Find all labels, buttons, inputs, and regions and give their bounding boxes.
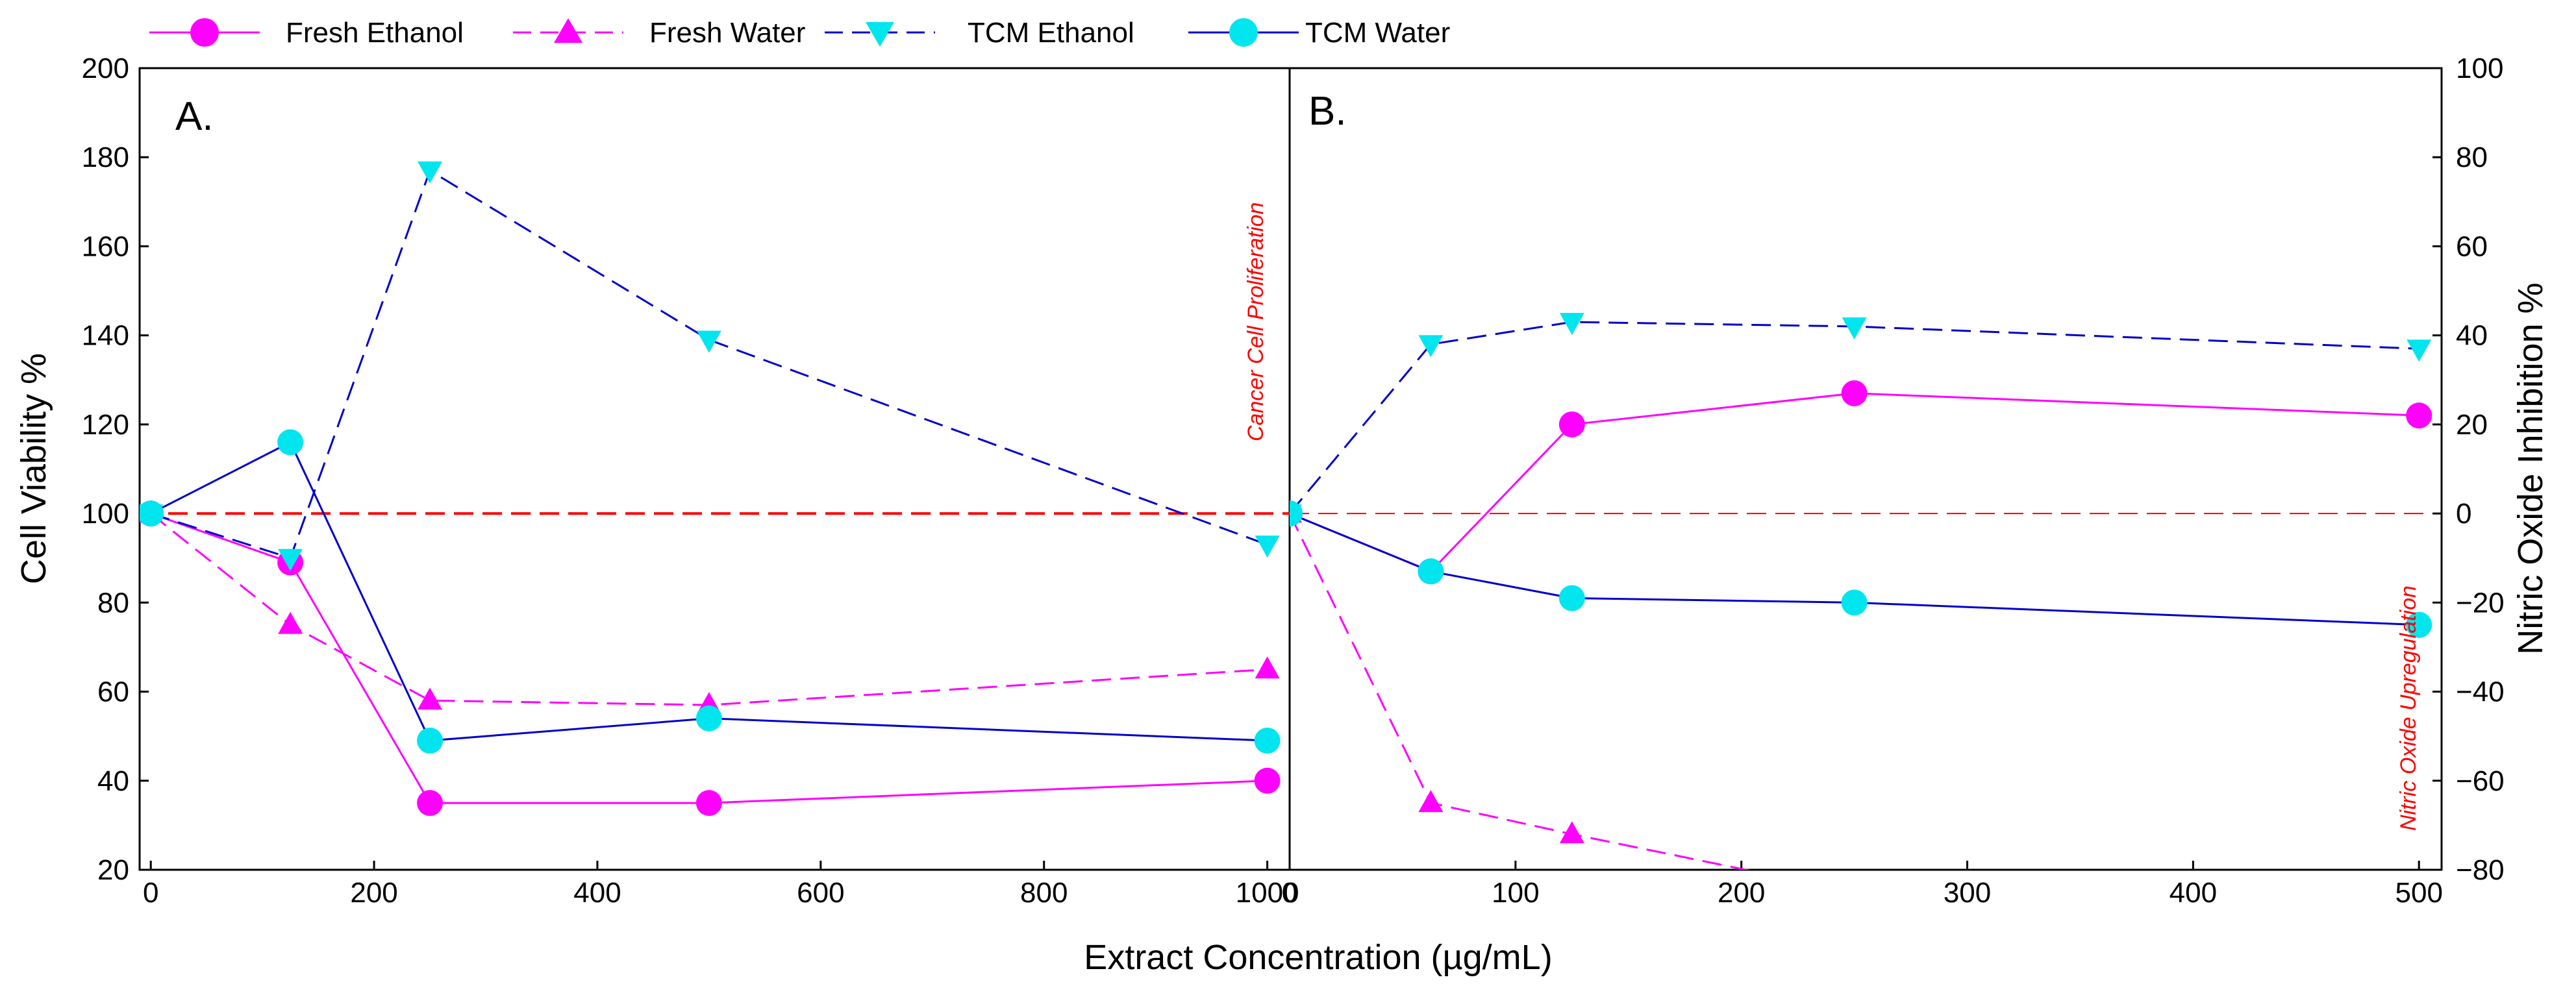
legend-entry-fresh-ethanol: Fresh Ethanol [149, 17, 464, 49]
point-a-fresh-water-2 [418, 687, 443, 710]
x-axis-title: Extract Concentration (µg/mL) [1084, 938, 1552, 977]
legend-entry-fresh-water: Fresh Water [513, 17, 805, 49]
point-a-tcm-water-1 [277, 429, 304, 456]
x-tick-label-a-200: 200 [350, 877, 397, 909]
y-tick-label-left-100: 100 [82, 498, 129, 530]
point-b-fresh-ethanol-2 [1558, 411, 1585, 437]
panel-label-b: B. [1308, 89, 1347, 134]
x-tick-label-a-800: 800 [1020, 877, 1068, 909]
point-a-tcm-water-3 [695, 705, 722, 732]
legend-label-fresh-water: Fresh Water [649, 17, 805, 49]
legend-marker-fresh-water [554, 18, 582, 43]
point-b-fresh-water-4 [2407, 924, 2431, 946]
point-b-tcm-ethanol-3 [1842, 317, 1867, 339]
y-tick-label-left-160: 160 [82, 230, 129, 262]
point-b-fresh-water-2 [1559, 821, 1584, 844]
legend-label-tcm-ethanol: TCM Ethanol [968, 17, 1134, 49]
point-a-fresh-ethanol-3 [695, 790, 722, 817]
y-tick-label-left-180: 180 [82, 142, 129, 173]
point-b-tcm-water-3 [1841, 589, 1868, 616]
legend-marker-fresh-ethanol [190, 18, 219, 47]
point-a-tcm-ethanol-3 [696, 330, 721, 353]
y-tick-label-left-120: 120 [82, 409, 129, 441]
x-tick-label-a-400: 400 [573, 877, 621, 909]
x-tick-label-a-1000: 1000 [1236, 877, 1299, 909]
y-tick-label-right--20: −20 [2456, 587, 2505, 619]
point-b-fresh-water-3 [1842, 879, 1867, 901]
point-a-tcm-ethanol-1 [278, 548, 303, 571]
x-tick-label-b-100: 100 [1492, 877, 1539, 909]
y-tick-label-right-0: 0 [2456, 498, 2471, 530]
legend-marker-tcm-water [1229, 18, 1258, 47]
point-a-tcm-water-4 [1254, 728, 1281, 754]
y-tick-label-left-140: 140 [82, 320, 129, 352]
y-tick-label-right-80: 80 [2456, 142, 2488, 173]
point-a-tcm-ethanol-4 [1255, 535, 1280, 558]
legend-label-tcm-water: TCM Water [1305, 17, 1450, 49]
series-panel-b [1290, 313, 2432, 946]
y-tick-label-left-200: 200 [82, 53, 129, 84]
point-b-tcm-water-0 [1290, 500, 1303, 527]
legend-label-fresh-ethanol: Fresh Ethanol [286, 17, 464, 49]
point-a-tcm-water-0 [140, 500, 164, 527]
x-tick-label-b-200: 200 [1718, 877, 1765, 909]
point-a-fresh-water-4 [1255, 656, 1280, 679]
point-b-tcm-water-2 [1558, 585, 1585, 611]
point-b-tcm-ethanol-4 [2407, 339, 2432, 362]
x-tick-label-a-0: 0 [143, 877, 158, 909]
annotation-cancer-cell-proliferation: Cancer Cell Proliferation [1244, 203, 1268, 442]
point-a-tcm-ethanol-2 [418, 161, 443, 184]
series-line-b-tcm-ethanol [1290, 321, 2420, 515]
point-a-fresh-ethanol-4 [1254, 767, 1281, 794]
y-axis-title-left: Cell Viability % [14, 353, 53, 584]
point-b-fresh-ethanol-3 [1841, 380, 1868, 406]
y-tick-label-right--80: −80 [2456, 854, 2505, 886]
legend-entry-tcm-ethanol: TCM Ethanol [825, 17, 1134, 49]
x-tick-label-b-0: 0 [1282, 877, 1297, 909]
y-tick-label-right--40: −40 [2456, 676, 2505, 708]
panel-label-a: A. [175, 94, 214, 139]
y-tick-label-right--60: −60 [2456, 765, 2505, 797]
point-b-fresh-ethanol-4 [2406, 402, 2432, 429]
y-tick-label-right-60: 60 [2456, 230, 2488, 262]
point-b-tcm-water-1 [1418, 558, 1444, 585]
legend-entry-tcm-water: TCM Water [1188, 17, 1450, 49]
x-tick-label-b-300: 300 [1944, 877, 1991, 909]
x-tick-label-b-400: 400 [2170, 877, 2217, 909]
y-tick-label-left-40: 40 [97, 765, 129, 797]
point-b-fresh-water-1 [1418, 790, 1444, 813]
y-axis-title-right: Nitric Oxide Inhibition % [2511, 282, 2550, 654]
annotation-nitric-oxide-upregulation: Nitric Oxide Upregulation [2396, 585, 2421, 831]
x-tick-label-b-500: 500 [2395, 877, 2443, 909]
axis-ticks: 0 200 400 600 800 100020406080100120140160180… [82, 53, 2505, 909]
series-line-b-fresh-ethanol [1290, 392, 2420, 573]
point-b-tcm-ethanol-2 [1559, 313, 1584, 336]
point-a-fresh-water-1 [278, 611, 303, 634]
x-tick-label-a-600: 600 [797, 877, 844, 909]
y-tick-label-left-60: 60 [97, 676, 129, 708]
point-b-tcm-water-4 [2406, 611, 2432, 638]
point-a-fresh-ethanol-2 [417, 790, 444, 817]
point-a-tcm-water-2 [417, 728, 444, 754]
y-tick-label-left-80: 80 [97, 587, 129, 619]
y-tick-label-left-20: 20 [97, 854, 129, 886]
legend-marker-tcm-ethanol [866, 22, 894, 47]
series-panel-a [140, 161, 1281, 817]
point-b-tcm-ethanol-1 [1418, 335, 1444, 358]
series-line-a-fresh-ethanol [150, 512, 1268, 804]
series-line-a-fresh-water [150, 512, 1268, 706]
y-tick-label-right-100: 100 [2456, 53, 2503, 84]
y-tick-label-right-20: 20 [2456, 409, 2488, 441]
y-tick-label-right-40: 40 [2456, 320, 2488, 352]
legend: Fresh Ethanol Fresh Water TCM Ethanol TC… [149, 17, 1450, 49]
